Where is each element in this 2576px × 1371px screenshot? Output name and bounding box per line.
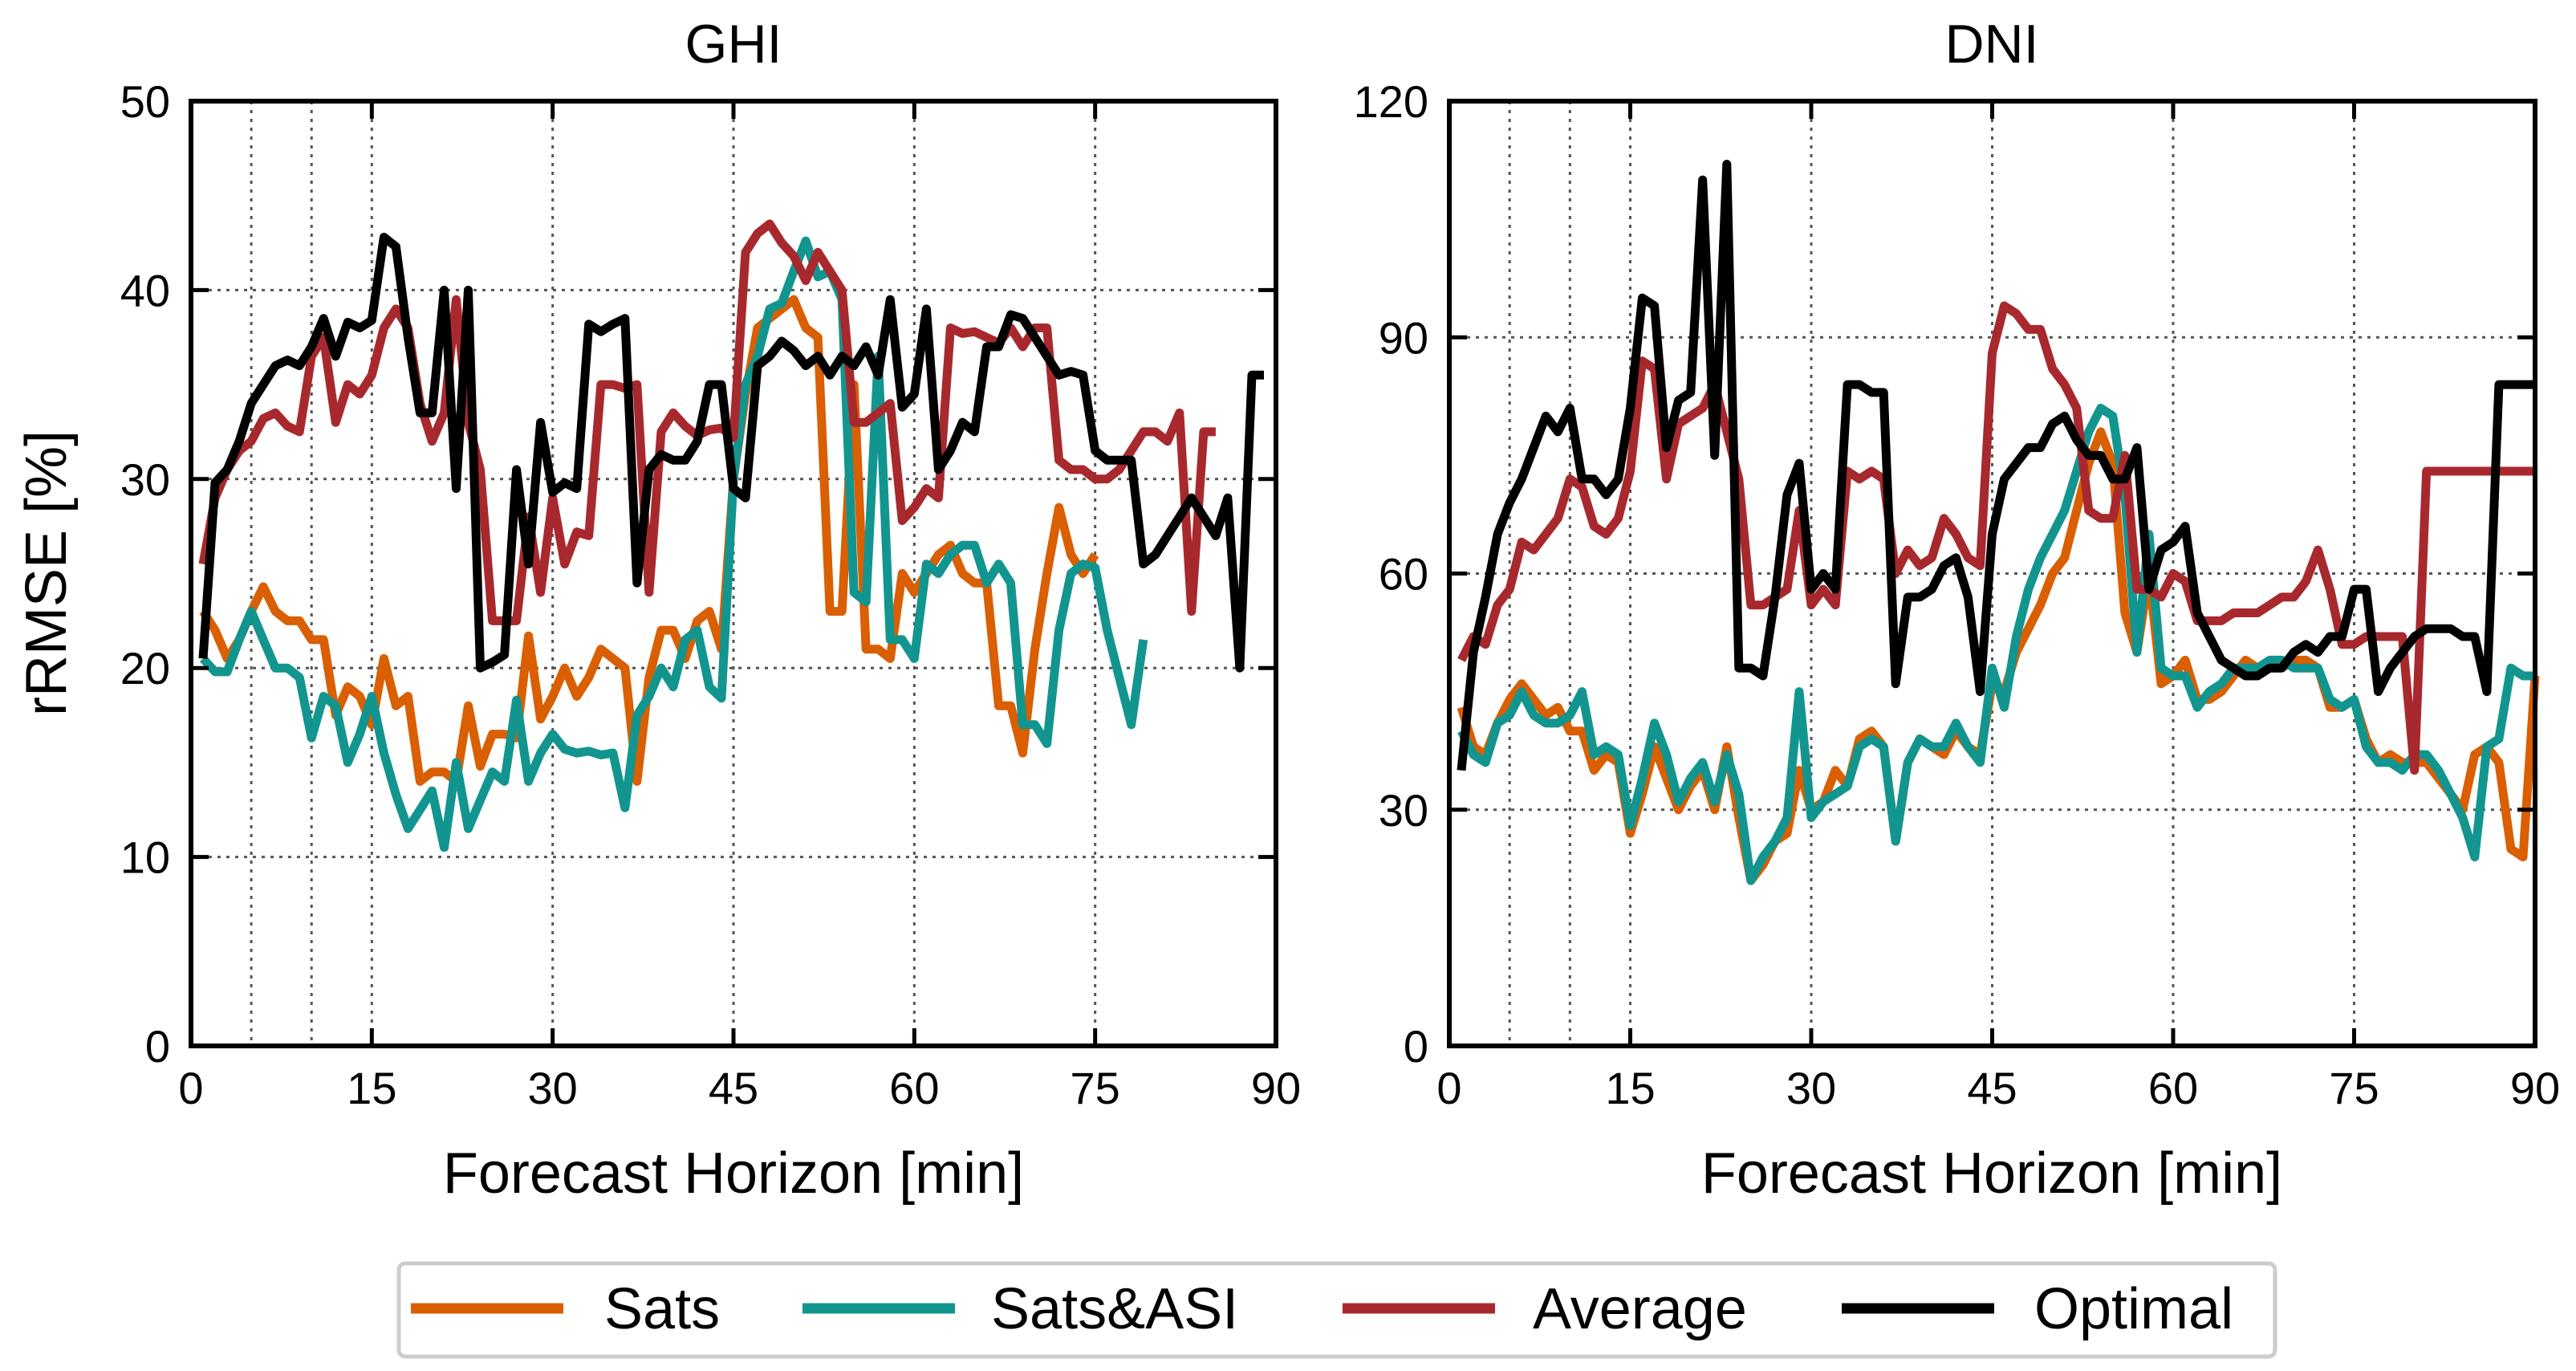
ghi-ytick-label: 0 xyxy=(145,1021,170,1072)
ghi-xtick-label: 90 xyxy=(1251,1063,1301,1113)
ghi-ytick-label: 40 xyxy=(120,265,170,315)
ghi-series-sats xyxy=(199,295,1099,786)
legend-item-sats-asi: Sats&ASI xyxy=(802,1277,1238,1341)
dni-series xyxy=(1457,160,2540,885)
ghi-ytick-label: 30 xyxy=(120,454,170,505)
legend-box xyxy=(396,1261,2277,1359)
ghi-xtick-label: 75 xyxy=(1071,1063,1120,1113)
dni-xtick-label: 60 xyxy=(2148,1063,2198,1113)
ghi-series-optimal xyxy=(198,233,1264,673)
dni-ytick-label: 90 xyxy=(1379,312,1428,363)
dni-ytick-label: 30 xyxy=(1379,785,1428,836)
legend: Sats Sats&ASI Average Optimal xyxy=(396,1261,2277,1359)
legend-item-sats: Sats xyxy=(411,1277,720,1341)
ghi-ytick-label: 10 xyxy=(120,832,170,883)
dni-xtick-label: 45 xyxy=(1967,1063,2017,1113)
ghi-series xyxy=(198,219,1264,852)
ghi-xtick-label: 0 xyxy=(178,1063,203,1113)
ghi-xtick-label: 30 xyxy=(528,1063,578,1113)
dni-grid xyxy=(1449,101,2535,1046)
ghi-series-sats-asi xyxy=(199,236,1148,852)
legend-label-optimal: Optimal xyxy=(2034,1277,2233,1341)
ghi-ylabel: rRMSE [%] xyxy=(14,430,79,716)
dni-ytick-label: 60 xyxy=(1379,549,1428,600)
dni-xtick-label: 15 xyxy=(1605,1063,1655,1113)
dni-series-average xyxy=(1457,301,2535,775)
ghi-series-average xyxy=(198,219,1216,625)
dni-panel: DNI 0 15 30 45 60 75 90 0 30 60 90 120 Forecast Hor… xyxy=(1354,14,2561,1206)
dni-xtick-label: 0 xyxy=(1436,1063,1461,1113)
ghi-ticks xyxy=(189,99,1278,1048)
dni-xtick-label: 30 xyxy=(1786,1063,1836,1113)
legend-label-average: Average xyxy=(1533,1277,1747,1341)
ghi-xlabel: Forecast Horizon [min] xyxy=(443,1141,1024,1206)
legend-label-sats: Sats xyxy=(604,1277,720,1341)
ghi-ytick-label: 20 xyxy=(120,643,170,694)
ghi-xtick-label: 15 xyxy=(347,1063,396,1113)
dni-series-optimal xyxy=(1457,160,2535,771)
dni-title: DNI xyxy=(1944,14,2038,75)
legend-item-average: Average xyxy=(1343,1277,1747,1341)
ghi-ytick-label: 50 xyxy=(120,76,170,127)
ghi-ticklabels: 0 15 30 45 60 75 90 0 10 20 30 40 50 xyxy=(120,76,1301,1113)
ghi-title: GHI xyxy=(685,14,782,75)
dni-xlabel: Forecast Horizon [min] xyxy=(1701,1141,2282,1206)
ghi-xtick-label: 60 xyxy=(889,1063,939,1113)
legend-item-optimal: Optimal xyxy=(1842,1277,2233,1341)
legend-label-sats-asi: Sats&ASI xyxy=(991,1277,1238,1341)
dni-series-sats-asi xyxy=(1457,404,2535,885)
dni-xtick-label: 75 xyxy=(2329,1063,2379,1113)
dni-ticks xyxy=(1447,99,2537,1048)
ghi-grid xyxy=(191,101,1276,1046)
dni-xtick-label: 90 xyxy=(2510,1063,2560,1113)
dni-ytick-label: 0 xyxy=(1404,1021,1428,1072)
ghi-panel: GHI 0 15 30 45 60 75 90 0 10 20 30 40 50 Forecast Ho… xyxy=(14,14,1301,1206)
dni-ticklabels: 0 15 30 45 60 75 90 0 30 60 90 120 xyxy=(1354,76,2561,1113)
dni-ytick-label: 120 xyxy=(1354,76,1428,127)
ghi-xtick-label: 45 xyxy=(709,1063,758,1113)
